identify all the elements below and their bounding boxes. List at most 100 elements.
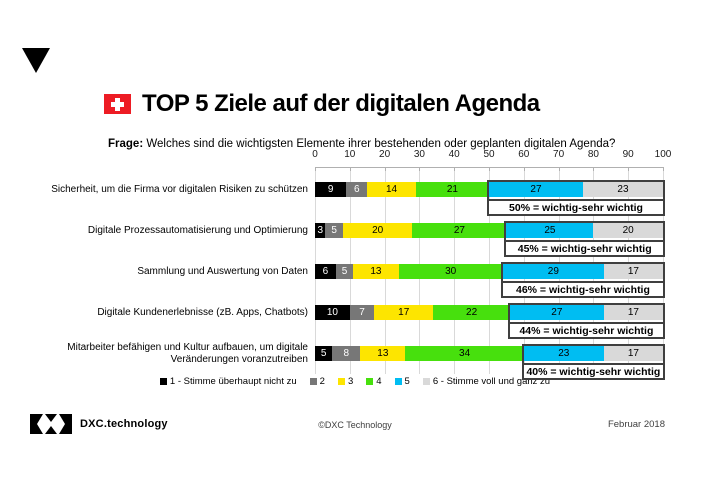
legend-label: 3 xyxy=(347,376,354,387)
brand-name: DXC.technology xyxy=(80,418,168,430)
axis-tick xyxy=(523,167,525,171)
page-title: TOP 5 Ziele auf der digitalen Agenda xyxy=(142,90,540,117)
axis-tick-label: 60 xyxy=(518,149,530,160)
category-label: Sicherheit, um die Firma vor digitalen R… xyxy=(51,183,308,195)
axis-tick-label: 10 xyxy=(344,149,356,160)
legend-item: 1 - Stimme überhaupt nicht zu xyxy=(159,376,297,387)
x-axis-line xyxy=(315,167,663,168)
bar-segment: 17 xyxy=(603,264,663,279)
axis-tick xyxy=(593,167,595,171)
bar-segment: 5 xyxy=(315,346,333,361)
bar-segment: 6 xyxy=(346,182,368,197)
bar-row: 3 5 20 27 25 20 xyxy=(315,223,663,238)
axis-tick xyxy=(315,167,316,171)
axis-tick-label: 40 xyxy=(448,149,460,160)
legend-swatch xyxy=(159,378,167,385)
axis-tick xyxy=(628,167,630,171)
question-line: Frage: Welches sind die wichtigsten Elem… xyxy=(108,138,615,150)
annotation-box: 50% = wichtig-sehr wichtig xyxy=(487,180,665,216)
bar-row: 6 5 13 30 29 17 xyxy=(315,264,663,279)
bar-segment: 17 xyxy=(603,346,663,361)
annotation-label: 40% = wichtig-sehr wichtig xyxy=(523,363,663,378)
legend-swatch xyxy=(337,378,345,385)
footer-copyright: ©DXC Technology xyxy=(318,420,392,430)
axis-tick-label: 70 xyxy=(553,149,565,160)
footer-date: Februar 2018 xyxy=(607,419,665,430)
legend-swatch xyxy=(366,378,374,385)
annotation-label: 50% = wichtig-sehr wichtig xyxy=(489,199,663,214)
category-label: Digitale Kundenerlebnisse (zB. Apps, Cha… xyxy=(97,306,308,318)
axis-tick xyxy=(489,167,490,171)
axis-tick-label: 80 xyxy=(587,149,599,160)
bar-segment: 6 xyxy=(315,264,336,279)
bar-segment: 10 xyxy=(315,305,350,320)
category-label: Sammlung und Auswertung von Daten xyxy=(137,265,308,277)
bar-segment: 29 xyxy=(502,264,604,279)
swiss-flag-icon xyxy=(104,94,131,114)
bar-segment: 13 xyxy=(360,346,406,361)
bar-segment: 17 xyxy=(603,305,663,320)
legend-item: 5 xyxy=(394,376,410,387)
bar-segment: 17 xyxy=(374,305,434,320)
axis-tick-label: 90 xyxy=(622,149,634,160)
flag-cross-horizontal xyxy=(111,101,124,107)
legend-swatch xyxy=(309,378,317,385)
bar-segment: 27 xyxy=(488,182,583,197)
bar-segment: 30 xyxy=(398,264,503,279)
axis-tick-label: 0 xyxy=(312,149,318,160)
legend-item: 4 xyxy=(366,376,382,387)
axis-tick xyxy=(558,167,560,171)
bar-segment: 14 xyxy=(367,182,416,197)
bar-segment: 3 xyxy=(315,223,326,238)
bar-segment: 23 xyxy=(523,346,604,361)
legend-label: 5 xyxy=(404,376,410,387)
legend-item: 6 - Stimme voll und ganz zu xyxy=(422,376,551,387)
bar-segment: 27 xyxy=(412,223,507,238)
annotation-label: 46% = wichtig-sehr wichtig xyxy=(502,281,663,296)
question-label: Frage: xyxy=(108,138,144,150)
axis-tick xyxy=(419,167,421,171)
legend-label: 2 xyxy=(319,376,325,387)
legend-label: 1 - Stimme überhaupt nicht zu xyxy=(169,376,297,387)
bar-segment: 20 xyxy=(593,223,663,238)
annotation-box: 46% = wichtig-sehr wichtig xyxy=(500,262,665,298)
annotation-box: 40% = wichtig-sehr wichtig xyxy=(521,344,665,380)
bar-segment: 25 xyxy=(506,223,594,238)
bar-segment: 20 xyxy=(342,223,413,238)
axis-tick-label: 30 xyxy=(413,149,425,160)
legend-item: 2 xyxy=(309,376,325,387)
annotation-box: 44% = wichtig-sehr wichtig xyxy=(507,303,665,339)
annotation-label: 44% = wichtig-sehr wichtig xyxy=(509,322,663,337)
footer-brand: DXC.technology xyxy=(30,413,168,435)
bar-segment: 22 xyxy=(433,305,510,320)
bar-segment: 21 xyxy=(415,182,489,197)
dxc-logo-icon xyxy=(30,414,72,434)
axis-tick-label: 50 xyxy=(483,149,495,160)
axis-tick xyxy=(349,167,351,171)
triangle-logo-icon xyxy=(22,48,50,73)
category-label: Mitarbeiter befähigen und Kultur aufbaue… xyxy=(67,341,308,365)
bar-segment: 9 xyxy=(315,182,347,197)
category-label: Digitale Prozessautomatisierung und Opti… xyxy=(87,224,308,236)
bar-segment: 23 xyxy=(582,182,663,197)
legend: 1 - Stimme überhaupt nicht zu 2 3 4 5 6 - Sti… xyxy=(0,376,710,387)
bar-segment: 5 xyxy=(335,264,354,279)
legend-label: 6 - Stimme voll und ganz zu xyxy=(432,376,551,387)
axis-tick xyxy=(663,167,664,171)
bar-segment: 8 xyxy=(332,346,361,361)
bar-segment: 5 xyxy=(325,223,343,238)
axis-tick xyxy=(384,167,386,171)
legend-swatch xyxy=(394,378,402,385)
bar-row: 5 8 13 34 23 17 xyxy=(315,346,663,361)
annotation-box: 45% = wichtig-sehr wichtig xyxy=(504,221,665,257)
bar-row: 9 6 14 21 27 23 xyxy=(315,182,663,197)
bar-segment: 7 xyxy=(349,305,375,320)
axis-tick xyxy=(454,167,456,171)
legend-label: 4 xyxy=(376,376,382,387)
bar-row: 10 7 17 22 27 17 xyxy=(315,305,663,320)
legend-item: 3 xyxy=(337,376,354,387)
question-text: Welches sind die wichtigsten Elemente ih… xyxy=(143,138,616,150)
annotation-label: 45% = wichtig-sehr wichtig xyxy=(506,240,663,255)
